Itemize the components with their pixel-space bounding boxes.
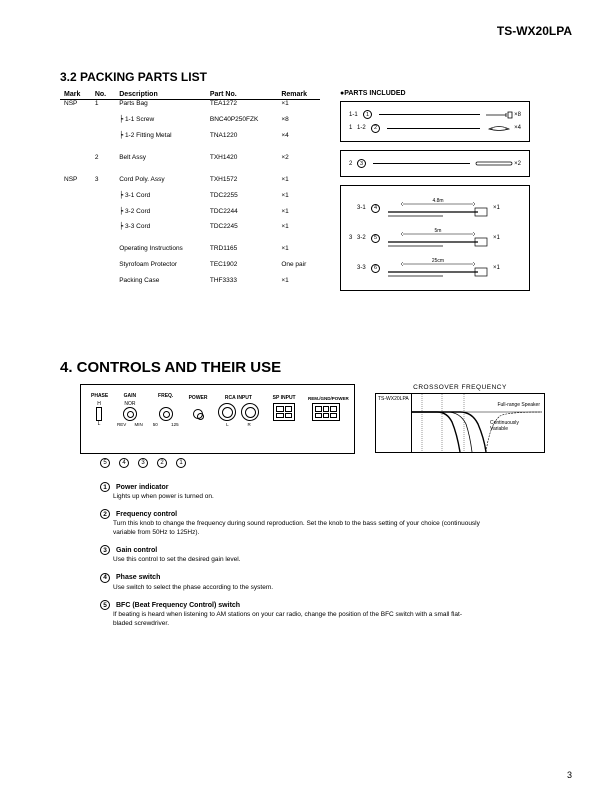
circ-2-icon: 2 — [371, 124, 380, 133]
parts-included-title: ●PARTS INCLUDED — [340, 90, 530, 97]
crossover-title: CROSSOVER FREQUENCY — [375, 384, 545, 391]
control-desc-1: 1Power indicatorLights up when power is … — [100, 482, 480, 501]
cord-icon: 25cm — [383, 256, 493, 280]
svg-text:5m: 5m — [435, 228, 442, 234]
rca-r-icon — [241, 403, 259, 421]
line-icon — [379, 114, 480, 115]
box1-item1-id: 1-1 — [349, 112, 363, 118]
parts-table: Mark No. Description Part No. Remark NSP… — [60, 90, 320, 299]
parts-wrap: Mark No. Description Part No. Remark NSP… — [60, 90, 572, 299]
control-desc-5: 5BFC (Beat Frequency Control) switchIf b… — [100, 600, 480, 628]
th-part: Part No. — [206, 90, 277, 100]
callout-4: 4 — [119, 458, 129, 468]
callout-5: 5 — [100, 458, 110, 468]
gain-knob-icon — [123, 407, 137, 421]
box1-item2-qty: ×4 — [514, 125, 521, 131]
label-freq: FREQ. — [153, 393, 179, 399]
th-no: No. — [91, 90, 115, 100]
full-range-label: Full-range Speaker — [497, 402, 540, 408]
callout-2: 2 — [157, 458, 167, 468]
control-desc-3: 3Gain controlUse this control to set the… — [100, 545, 480, 564]
th-desc: Description — [115, 90, 206, 100]
panel-callouts: 54321 — [100, 458, 355, 468]
rca-l-icon — [218, 403, 236, 421]
table-row: Operating InstructionsTRD1165×1 — [60, 245, 320, 261]
svg-text:4.8m: 4.8m — [432, 198, 443, 204]
label-gain: GAIN — [117, 393, 143, 399]
page-number: 3 — [567, 770, 572, 780]
model-number: TS-WX20LPA — [497, 24, 572, 38]
box2-group: 2 — [349, 161, 357, 167]
freq-knob-icon — [159, 407, 173, 421]
section-4-title: 4. CONTROLS AND THEIR USE — [60, 359, 572, 376]
sp-connector-icon — [273, 403, 295, 421]
box1-group: 1 — [349, 125, 357, 131]
table-row: ┝ 3-1 CordTDC2255×1 — [60, 192, 320, 208]
label-remote: REM./GND/POWER — [308, 396, 344, 401]
phase-l: L — [91, 421, 107, 427]
circ-1-icon: 1 — [363, 110, 372, 119]
box1-item1-qty: ×8 — [514, 112, 521, 118]
rca-l-label: L — [226, 422, 229, 427]
parts-box-3: 3 3-1 4 4.8m ×1 3-2 5 5m ×1 3-3 6 25cm — [340, 185, 530, 291]
freq-125: 125 — [171, 422, 179, 427]
fitting-metal-icon — [484, 123, 514, 133]
svg-text:25cm: 25cm — [432, 258, 444, 264]
cord-icon: 4.8m — [383, 196, 493, 220]
control-desc-2: 2Frequency controlTurn this knob to chan… — [100, 509, 480, 537]
table-row: ┝ 1-2 Fitting MetalTNA1220×4 — [60, 132, 320, 148]
line-icon — [373, 163, 470, 164]
phase-h: H — [91, 401, 107, 407]
screw-icon — [484, 111, 514, 119]
box1-item2-id: 1-2 — [357, 125, 371, 131]
gain-min: MIN — [135, 422, 143, 427]
label-power: POWER — [189, 395, 207, 401]
cord-icon: 5m — [383, 226, 493, 250]
control-descriptions: 1Power indicatorLights up when power is … — [100, 482, 480, 628]
section-3-2-title: 3.2 PACKING PARTS LIST — [60, 70, 572, 84]
power-led-icon — [193, 409, 203, 419]
freq-50: 50 — [153, 422, 158, 427]
table-row: ┝ 3-3 CordTDC2245×1 — [60, 223, 320, 239]
box2-qty: ×2 — [514, 161, 521, 167]
th-remark: Remark — [277, 90, 320, 100]
crossover-left-label: TS-WX20LPA — [376, 394, 412, 452]
table-row: NSP1Parts BagTEA1272×1 — [60, 100, 320, 117]
circ-3-icon: 3 — [357, 159, 366, 168]
parts-box-2: 2 3 ×2 — [340, 150, 530, 177]
callout-3: 3 — [138, 458, 148, 468]
table-row: Packing CaseTHF3333×1 — [60, 277, 320, 293]
table-row: Styrofoam ProtectorTEC1902One pair — [60, 261, 320, 277]
parts-box-1: 1-1 1 ×8 1 1-2 2 ×4 — [340, 101, 530, 142]
label-rca: RCA INPUT — [217, 395, 261, 401]
th-mark: Mark — [60, 90, 91, 100]
callout-1: 1 — [176, 458, 186, 468]
table-row: NSP3Cord Poly. AssyTXH1572×1 — [60, 176, 320, 192]
control-panel: PHASE H L GAIN NOR REVMIN FREQ. 50125 — [80, 384, 355, 454]
crossover-chart: CROSSOVER FREQUENCY 50Hz 80Hz 125Hz TS-W… — [375, 384, 545, 453]
table-row: ┝ 3-2 CordTDC2244×1 — [60, 208, 320, 224]
belt-icon — [474, 160, 514, 168]
rca-r-label: R — [248, 422, 251, 427]
table-row: ┝ 1-1 ScrewBNC40P250FZK×8 — [60, 116, 320, 132]
panel-row: PHASE H L GAIN NOR REVMIN FREQ. 50125 — [80, 384, 572, 468]
power-connector-icon — [312, 403, 340, 421]
table-row: 2Belt AssyTXH1420×2 — [60, 154, 320, 170]
continuously-label: Continuously Variable — [490, 420, 530, 432]
parts-included-col: ●PARTS INCLUDED 1-1 1 ×8 1 1-2 2 ×4 — [340, 90, 530, 299]
line-icon — [387, 128, 480, 129]
gain-rev: REV — [117, 422, 126, 427]
control-desc-4: 4Phase switchUse switch to select the ph… — [100, 573, 480, 592]
label-phase: PHASE — [91, 393, 107, 399]
phase-switch-icon — [96, 407, 102, 421]
label-sp: SP INPUT — [270, 395, 298, 401]
